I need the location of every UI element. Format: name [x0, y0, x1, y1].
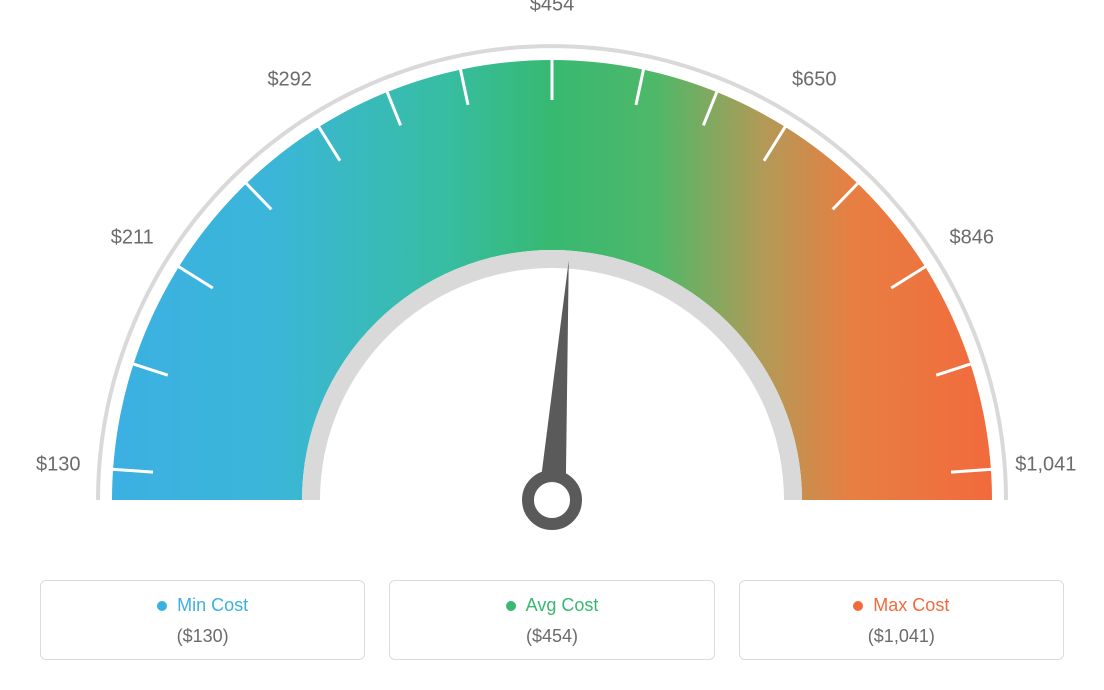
min-dot-icon — [157, 601, 167, 611]
gauge-tick-label: $650 — [792, 69, 837, 92]
max-cost-card: Max Cost ($1,041) — [739, 580, 1064, 660]
min-cost-value: ($130) — [51, 626, 354, 647]
gauge-tick-label: $1,041 — [1015, 454, 1076, 477]
gauge-tick-label: $211 — [111, 226, 154, 249]
min-cost-card: Min Cost ($130) — [40, 580, 365, 660]
max-dot-icon — [853, 601, 863, 611]
summary-cards: Min Cost ($130) Avg Cost ($454) Max Cost… — [40, 580, 1064, 660]
avg-cost-label: Avg Cost — [526, 595, 599, 616]
cost-gauge-chart: $130 $211 $292 $454 $650 $846 $1,041 — [0, 0, 1104, 560]
gauge-tick-label: $292 — [267, 69, 312, 92]
max-cost-value: ($1,041) — [750, 626, 1053, 647]
avg-cost-card: Avg Cost ($454) — [389, 580, 714, 660]
gauge-tick-label: $846 — [950, 226, 995, 249]
gauge-tick-label: $454 — [530, 0, 575, 17]
max-cost-label: Max Cost — [873, 595, 949, 616]
avg-cost-value: ($454) — [400, 626, 703, 647]
avg-dot-icon — [506, 601, 516, 611]
gauge-tick-label: $130 — [36, 454, 81, 477]
min-cost-label: Min Cost — [177, 595, 248, 616]
